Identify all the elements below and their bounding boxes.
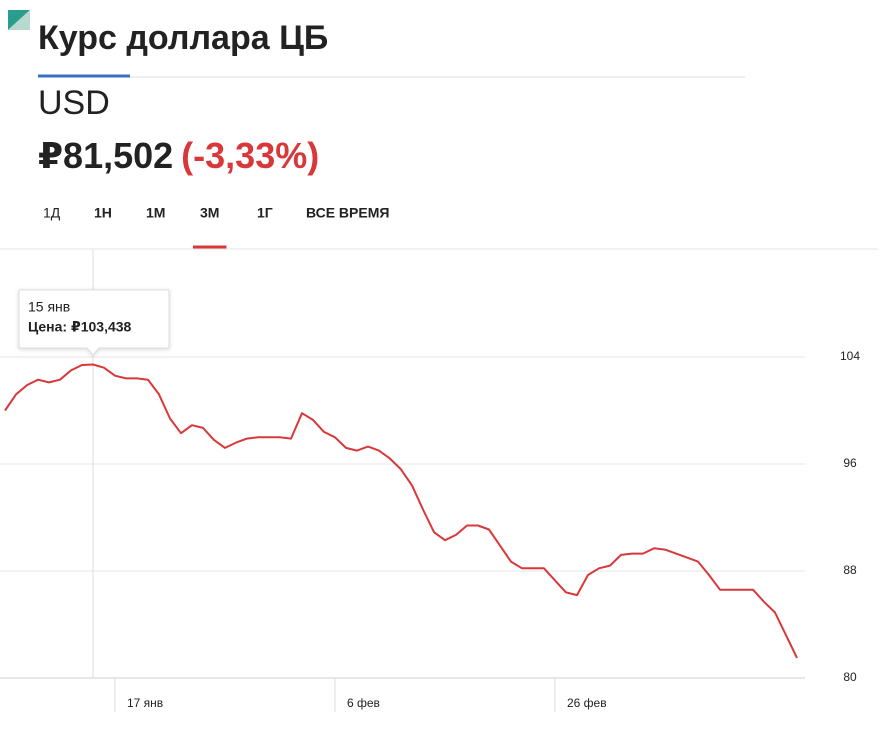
y-tick-label: 88 bbox=[843, 563, 857, 577]
period-tab[interactable]: 1М bbox=[146, 205, 165, 221]
x-tick-label: 26 фев bbox=[567, 696, 607, 710]
y-tick-label: 96 bbox=[843, 456, 857, 470]
price-line bbox=[4, 363, 798, 659]
price: ₽81,502 bbox=[38, 135, 173, 176]
period-tab[interactable]: 3М bbox=[200, 205, 219, 221]
period-tab[interactable]: 1Н bbox=[94, 205, 112, 221]
logo bbox=[8, 10, 30, 30]
y-tick-label: 104 bbox=[840, 349, 860, 363]
price-line: ₽81,502 (-3,33%) bbox=[38, 135, 319, 176]
x-tick-label: 17 янв bbox=[127, 696, 163, 710]
period-tabs: 1Д 1Н 1М 3М 1Г ВСЕ ВРЕМЯ bbox=[43, 205, 389, 249]
tooltip-date: 15 янв bbox=[28, 299, 70, 315]
tooltip: 15 янв Цена: ₽103,438 bbox=[18, 289, 170, 356]
tooltip-price: Цена: ₽103,438 bbox=[28, 319, 132, 335]
period-tab[interactable]: 1Г bbox=[257, 205, 273, 221]
period-tab[interactable]: ВСЕ ВРЕМЯ bbox=[306, 205, 389, 221]
change: (-3,33%) bbox=[181, 135, 319, 176]
title: Курс доллара ЦБ bbox=[38, 19, 328, 57]
tooltip-box bbox=[18, 289, 170, 356]
period-tab[interactable]: 1Д bbox=[43, 205, 61, 221]
x-tick-label: 6 фев bbox=[347, 696, 380, 710]
y-tick-label: 80 bbox=[843, 670, 857, 684]
ticker: USD bbox=[38, 84, 110, 122]
